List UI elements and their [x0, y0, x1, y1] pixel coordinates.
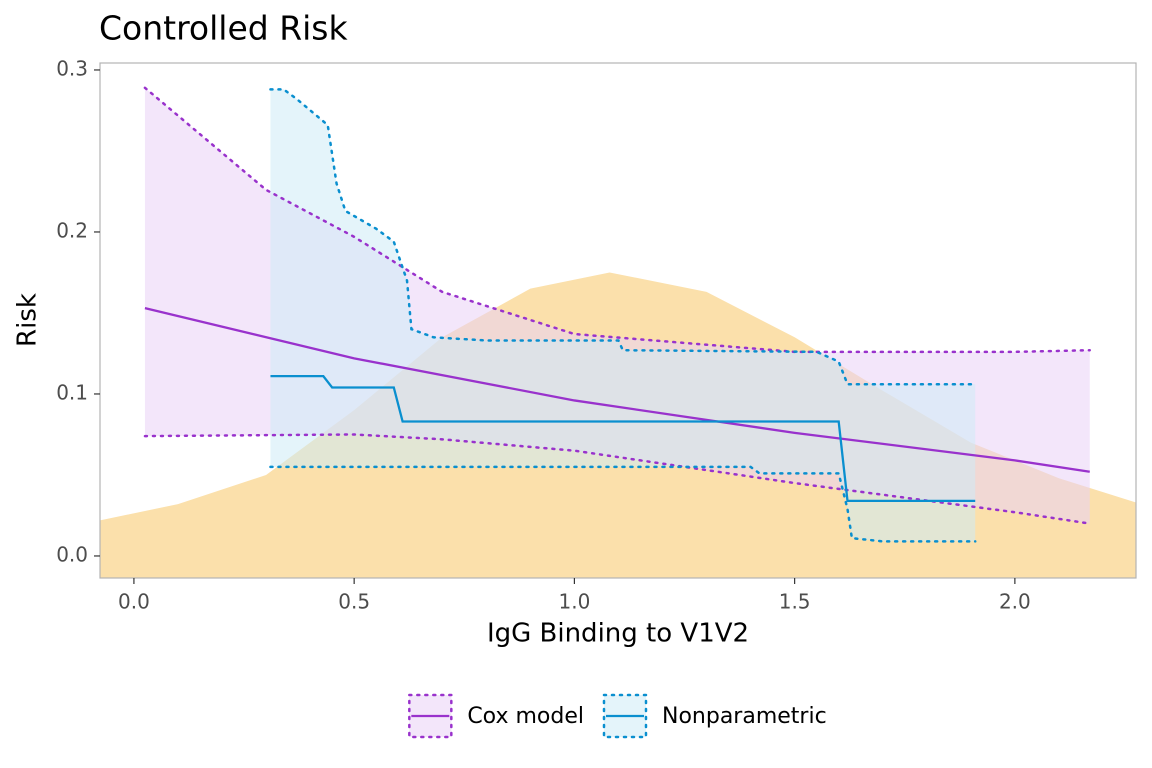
legend-label: Cox model: [467, 704, 584, 729]
y-tick-label: 0.3: [56, 56, 88, 80]
confidence-band: [270, 89, 976, 542]
x-tick-label: 1.5: [779, 590, 811, 614]
panel-border: [99, 62, 1137, 579]
legend-item: Cox model: [408, 693, 584, 739]
x-tick-label: 0.0: [118, 590, 150, 614]
plot-area: [100, 86, 1136, 578]
x-tick-label: 2.0: [999, 590, 1031, 614]
series-line: [270, 374, 976, 503]
y-tick-label: 0.0: [56, 542, 88, 566]
x-axis-title: IgG Binding to V1V2: [487, 619, 749, 649]
x-tick-label: 0.5: [338, 590, 370, 614]
upper-bound: [143, 86, 1091, 354]
legend-label: Nonparametric: [662, 704, 827, 729]
upper-bound: [269, 88, 977, 386]
y-axis-title: Risk: [13, 293, 43, 347]
y-tick-label: 0.2: [56, 218, 88, 242]
y-tick-label: 0.1: [56, 380, 88, 404]
legend: Cox model Nonparametric: [408, 693, 827, 739]
lower-bound: [143, 433, 1091, 525]
series-line: [144, 306, 1090, 473]
x-tick-label: 1.0: [558, 590, 590, 614]
lower-bound: [269, 465, 977, 543]
legend-item: Nonparametric: [602, 693, 827, 739]
chart-title: Controlled Risk: [99, 9, 348, 48]
